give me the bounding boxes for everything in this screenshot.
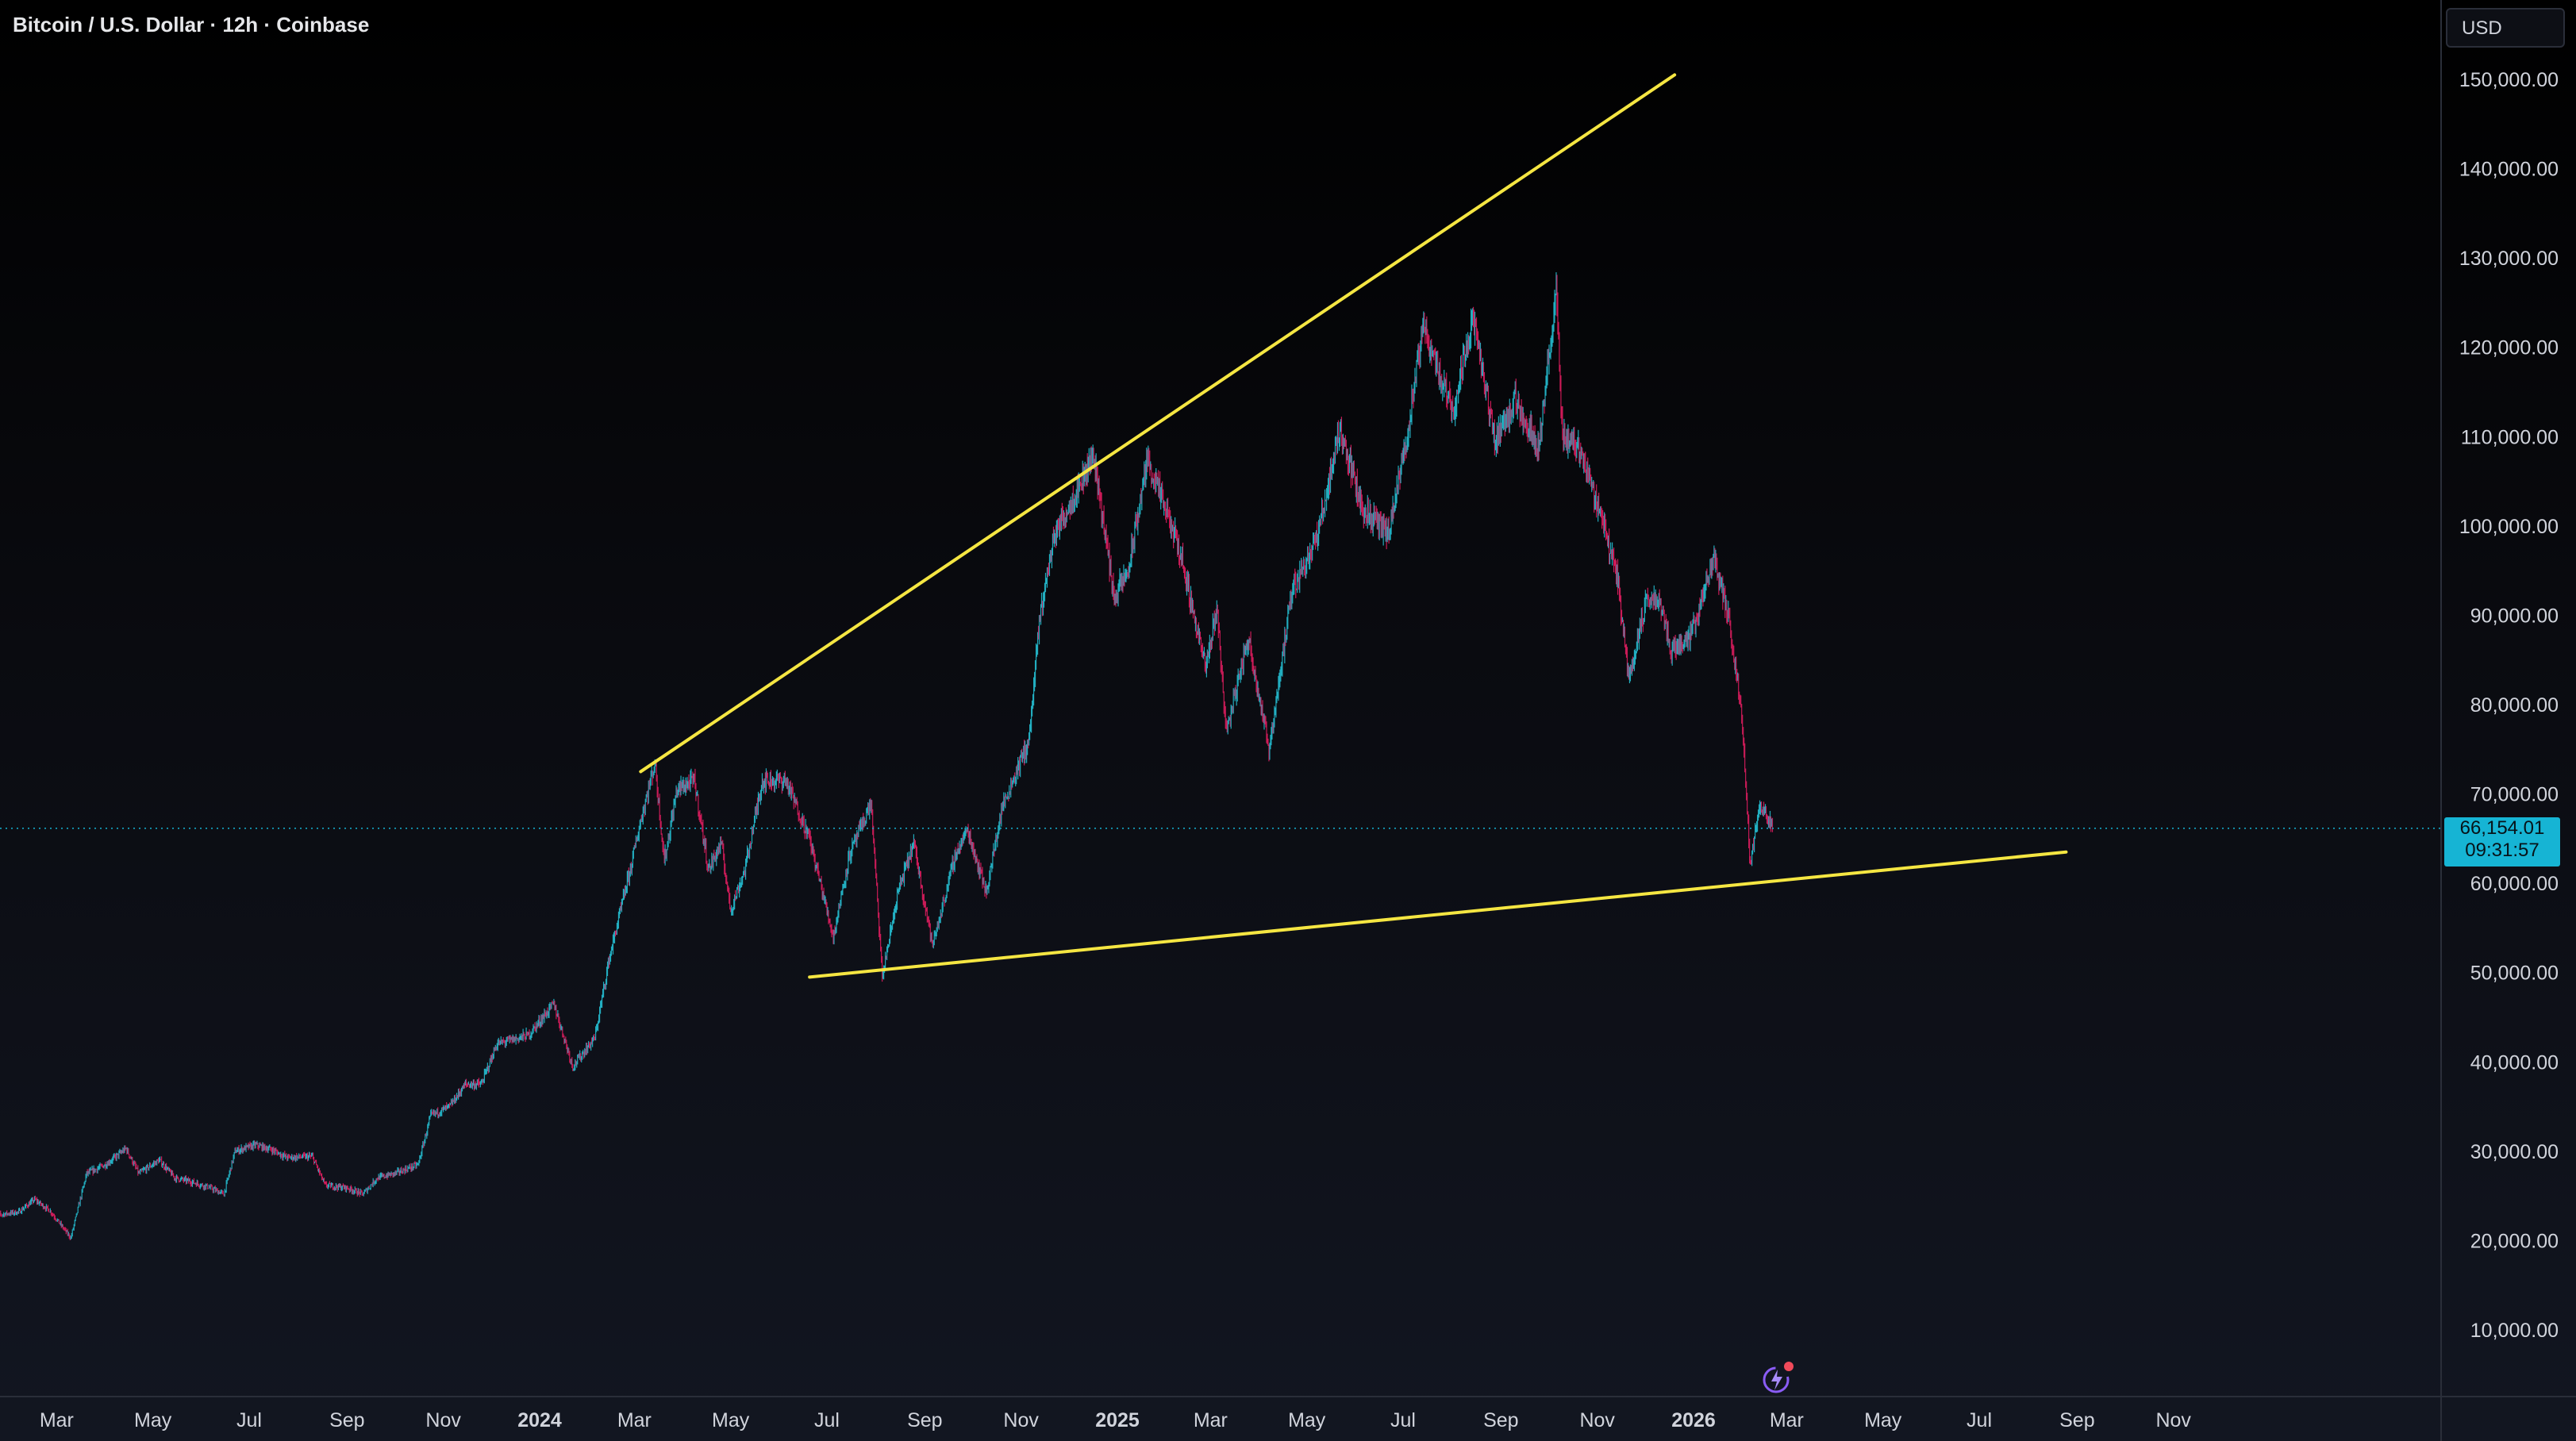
time-tick-label: Nov (425, 1409, 461, 1431)
time-tick-label: Jul (236, 1409, 262, 1431)
time-tick-label: Jul (814, 1409, 840, 1431)
price-tick-label: 150,000.00 (2459, 69, 2559, 91)
price-tick-label: 130,000.00 (2459, 248, 2559, 270)
time-tick-label: Jul (1967, 1409, 1992, 1431)
time-axis[interactable]: Mar May Jul Sep Nov 2024 Mar May Jul Sep Nov 2025 Ma… (40, 1409, 2192, 1431)
price-tick-label: 110,000.00 (2461, 426, 2559, 448)
time-tick-label: 2024 (517, 1409, 562, 1431)
time-tick-label: Sep (907, 1409, 942, 1431)
time-tick-label: 2026 (1671, 1409, 1716, 1431)
price-tick-label: 10,000.00 (2470, 1320, 2559, 1342)
price-tick-label: 20,000.00 (2470, 1230, 2559, 1252)
price-tick-label: 50,000.00 (2470, 963, 2559, 985)
time-tick-label: May (1288, 1409, 1326, 1431)
time-tick-label: Sep (2059, 1409, 2094, 1431)
symbol-title[interactable]: Bitcoin / U.S. Dollar · 12h · Coinbase (13, 13, 370, 37)
price-axis[interactable]: 10,000.00 20,000.00 30,000.00 40,000.00 50,0… (2459, 69, 2559, 1342)
time-tick-label: May (1864, 1409, 1902, 1431)
time-tick-label: Nov (1003, 1409, 1039, 1431)
time-tick-label: Jul (1390, 1409, 1416, 1431)
time-tick-label: May (712, 1409, 750, 1431)
time-tick-label: 2025 (1095, 1409, 1140, 1431)
trendline-lower (808, 850, 2068, 979)
time-tick-label: May (134, 1409, 172, 1431)
time-tick-label: Sep (1483, 1409, 1518, 1431)
time-tick-label: Nov (2155, 1409, 2191, 1431)
time-tick-label: Nov (1579, 1409, 1615, 1431)
time-tick-label: Mar (1194, 1409, 1228, 1431)
price-tick-label: 70,000.00 (2470, 784, 2559, 806)
price-tick-label: 40,000.00 (2470, 1051, 2559, 1074)
lightning-ai-icon[interactable] (1759, 1358, 1798, 1398)
bar-countdown: 09:31:57 (2465, 839, 2539, 861)
price-tick-label: 100,000.00 (2459, 516, 2559, 538)
price-tick-label: 60,000.00 (2470, 873, 2559, 895)
price-tick-label: 80,000.00 (2470, 694, 2559, 717)
trendlines-layer (639, 73, 2068, 979)
time-tick-label: Mar (40, 1409, 74, 1431)
trendline-upper (639, 73, 1677, 774)
price-tick-label: 90,000.00 (2470, 605, 2559, 627)
candles-layer (0, 272, 1774, 1240)
price-tick-label: 30,000.00 (2470, 1141, 2559, 1163)
price-tick-label: 120,000.00 (2459, 337, 2559, 359)
currency-button[interactable]: USD (2446, 8, 2565, 48)
last-price-label: 66,154.01 09:31:57 (2444, 817, 2560, 867)
time-tick-label: Mar (1770, 1409, 1804, 1431)
time-tick-label: Sep (329, 1409, 364, 1431)
time-tick-label: Mar (617, 1409, 652, 1431)
last-price-value: 66,154.01 (2459, 817, 2545, 839)
price-tick-label: 140,000.00 (2459, 159, 2559, 181)
